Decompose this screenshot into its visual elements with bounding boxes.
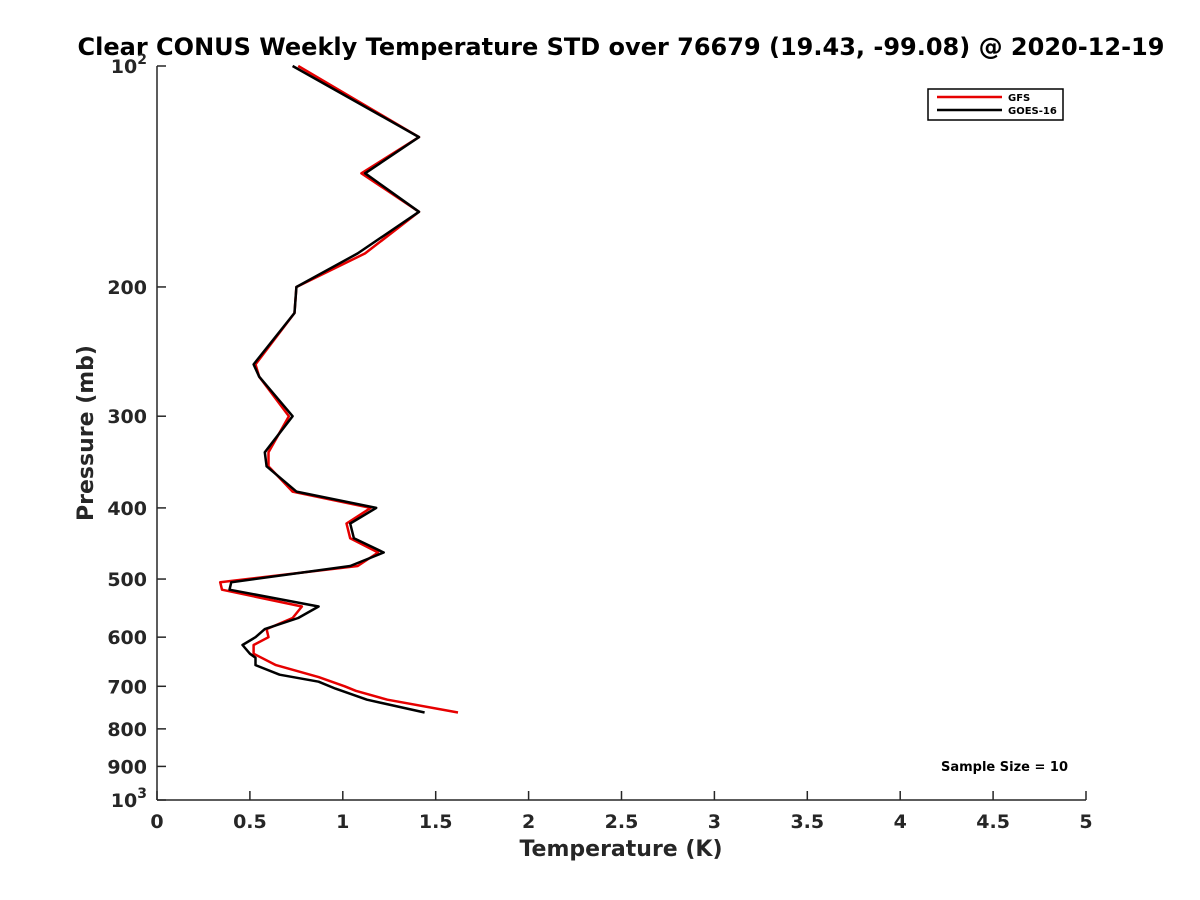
y-axis-ticks: 102 200 300 400 500 600 700 800 900 103: [107, 52, 166, 812]
y-tick-label: 400: [107, 498, 147, 520]
legend-label-goes-16: GOES-16: [1008, 106, 1057, 117]
x-tick-label: 0.5: [233, 811, 267, 833]
x-tick-label: 3.5: [790, 811, 824, 833]
y-tick-label: 600: [107, 627, 147, 649]
y-tick-label: 500: [107, 569, 147, 591]
legend: GFS GOES-16: [927, 88, 1064, 121]
y-tick-label: 800: [107, 719, 147, 741]
x-tick-label: 0: [150, 811, 163, 833]
y-tick-label: 900: [107, 756, 147, 778]
x-tick-label: 1.5: [419, 811, 453, 833]
x-tick-label: 4.5: [976, 811, 1010, 833]
x-axis-ticks: 0 0.5 1 1.5 2 2.5 3 3.5 4 4.5 5: [150, 791, 1093, 833]
y-tick-label: 103: [111, 786, 147, 812]
x-axis-label: Temperature (K): [519, 837, 722, 862]
y-tick-label: 700: [107, 676, 147, 698]
axes: [156, 66, 1086, 801]
legend-label-gfs: GFS: [1008, 93, 1030, 104]
series-line-goes-16: [228, 64, 425, 714]
y-tick-label: 300: [107, 406, 147, 428]
series-layer: [218, 64, 459, 714]
y-axis-label: Pressure (mb): [74, 345, 99, 521]
x-tick-label: 1: [336, 811, 349, 833]
series-line-gfs: [218, 64, 459, 714]
sample-size-annotation: Sample Size = 10: [941, 760, 1068, 775]
x-tick-label: 2: [522, 811, 535, 833]
x-tick-label: 3: [708, 811, 721, 833]
y-tick-label: 200: [107, 277, 147, 299]
chart-title: Clear CONUS Weekly Temperature STD over …: [78, 33, 1165, 61]
x-tick-label: 2.5: [605, 811, 639, 833]
y-tick-label: 102: [111, 52, 147, 78]
x-tick-label: 5: [1079, 811, 1092, 833]
legend-box: [927, 88, 1064, 121]
x-tick-label: 4: [894, 811, 907, 833]
